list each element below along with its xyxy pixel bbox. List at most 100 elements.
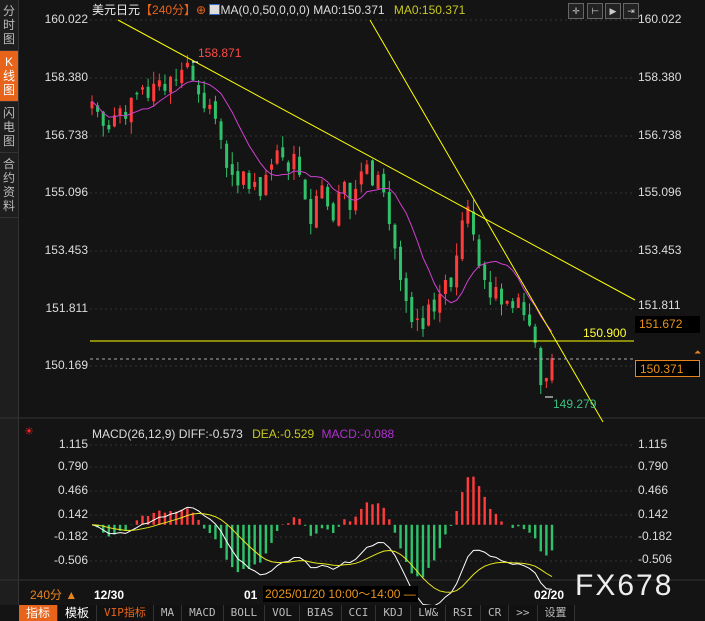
macd-bar: [320, 524, 324, 529]
sidebar-tab-0[interactable]: 分时图: [0, 0, 18, 51]
candle-body: [415, 318, 419, 320]
indicator-tab-3[interactable]: MA: [154, 605, 183, 621]
macd-tick-r: 1.115: [638, 437, 668, 451]
candle-body: [202, 92, 206, 109]
indicator-tab-13[interactable]: >>: [509, 605, 538, 621]
candle-body: [112, 115, 116, 127]
indicator-tab-10[interactable]: LW&: [411, 605, 447, 621]
macd-tick-l: -0.506: [53, 553, 88, 567]
macd-bar: [483, 496, 486, 525]
candle-body: [146, 86, 150, 98]
sidebar-tab-1[interactable]: K线图: [0, 51, 18, 102]
indicator-tab-4[interactable]: MACD: [182, 605, 224, 621]
zoom-range-icon[interactable]: ⊢: [587, 3, 603, 19]
chart-header: 美元日元【240分】⊕ MA(0,0,50,0,0,0) MA0:150.371…: [92, 3, 465, 17]
candle-body: [443, 279, 447, 294]
sidebar-tab-3[interactable]: 合约资料: [0, 153, 18, 218]
macd-tick-r: 0.142: [638, 507, 669, 521]
indicator-tab-6[interactable]: VOL: [265, 605, 301, 621]
macd-bar: [489, 508, 492, 525]
symbol-name: 美元日元: [92, 3, 141, 17]
candle-body: [382, 173, 386, 193]
candle-body: [477, 239, 481, 266]
candle-body: [539, 347, 543, 386]
candle-body: [494, 286, 498, 299]
macd-bar: [332, 524, 335, 534]
indicator-tab-1[interactable]: 模板: [58, 605, 98, 621]
macd-bar: [410, 524, 413, 574]
macd-bar: [337, 524, 341, 527]
candle-body: [337, 192, 341, 226]
macd-bar: [141, 515, 144, 525]
indicator-chart-icon[interactable]: [209, 4, 221, 15]
macd-bar: [242, 524, 245, 569]
macd-bar: [174, 511, 178, 525]
macd-bar: [376, 503, 380, 525]
macd-tick-r: 0.466: [638, 483, 669, 497]
candle-body: [191, 65, 195, 81]
indicator-settings-icon[interactable]: ☀: [24, 426, 34, 438]
indicator-tab-14[interactable]: 设置: [538, 605, 575, 621]
macd-bar: [517, 524, 520, 527]
candle-body: [107, 124, 111, 130]
candle-body: [197, 85, 201, 95]
candle-body: [185, 62, 189, 68]
indicator-tab-5[interactable]: BOLL: [224, 605, 266, 621]
period-selector[interactable]: 240分 ▲: [30, 588, 78, 602]
indicator-tab-11[interactable]: RSI: [446, 605, 482, 621]
macd-bar: [275, 524, 279, 531]
macd-bar: [253, 524, 256, 565]
macd-bar: [528, 524, 531, 533]
macd-tick-r: 0.790: [638, 459, 669, 473]
macd-bar: [287, 523, 290, 525]
indicator-tab-8[interactable]: CCI: [342, 605, 377, 621]
candle-body: [298, 156, 302, 175]
indicator-tab-2[interactable]: VIP指标: [97, 605, 154, 621]
time-end: 02/20: [534, 588, 565, 602]
candle-body: [140, 87, 144, 90]
macd-bar: [343, 519, 346, 525]
macd-bar: [292, 517, 296, 525]
add-icon[interactable]: ⊕: [196, 3, 207, 17]
macd-bar: [264, 524, 268, 554]
macd-bar: [444, 524, 447, 535]
candle-body: [230, 164, 234, 175]
indicator-tab-0[interactable]: 指标: [19, 605, 59, 621]
candle-body: [236, 171, 240, 186]
price-tick-r: 155.096: [638, 185, 682, 199]
candle-body: [174, 79, 178, 81]
macd-bar: [477, 486, 481, 525]
candle-body: [152, 83, 156, 102]
macd-tick-l: 0.142: [57, 507, 88, 521]
sidebar: 分时图 K线图 闪电图 合约资料: [0, 0, 19, 605]
macd-bar: [416, 524, 419, 577]
candle-body: [432, 299, 436, 312]
crosshair-icon[interactable]: ✛: [568, 3, 584, 19]
support-label: 150.900: [583, 326, 627, 340]
cursor-time: 2025/01/20 10:00～14:00 —: [263, 586, 418, 602]
candle-body: [281, 147, 285, 158]
macd-tick-r: -0.506: [638, 552, 673, 566]
ma0-value-yellow: MA0:150.371: [393, 3, 466, 17]
price-tick-r: 156.738: [638, 128, 682, 142]
candle-body: [410, 296, 414, 323]
candle-body: [163, 83, 167, 91]
macd-bar: [259, 524, 262, 563]
indicator-tab-9[interactable]: KDJ: [376, 605, 412, 621]
candle-body: [225, 143, 229, 168]
macd-bar: [326, 524, 329, 530]
play-icon[interactable]: ▶: [605, 3, 621, 19]
macd-tick-l: 1.115: [58, 437, 88, 451]
indicator-tab-7[interactable]: BIAS: [300, 605, 342, 621]
price-chart[interactable]: [0, 0, 705, 605]
indicator-tab-12[interactable]: CR: [481, 605, 510, 621]
candle-body: [157, 80, 161, 87]
scroll-up-icon[interactable]: ⏶: [694, 347, 702, 357]
macd-bar: [102, 524, 105, 533]
period-label[interactable]: 【240分】: [140, 3, 197, 17]
candle-body: [466, 206, 470, 224]
sidebar-tab-2[interactable]: 闪电图: [0, 102, 18, 153]
macd-bar: [348, 521, 352, 525]
current-price-box: 150.371: [635, 360, 700, 377]
step-forward-icon[interactable]: ⇥: [623, 3, 639, 19]
